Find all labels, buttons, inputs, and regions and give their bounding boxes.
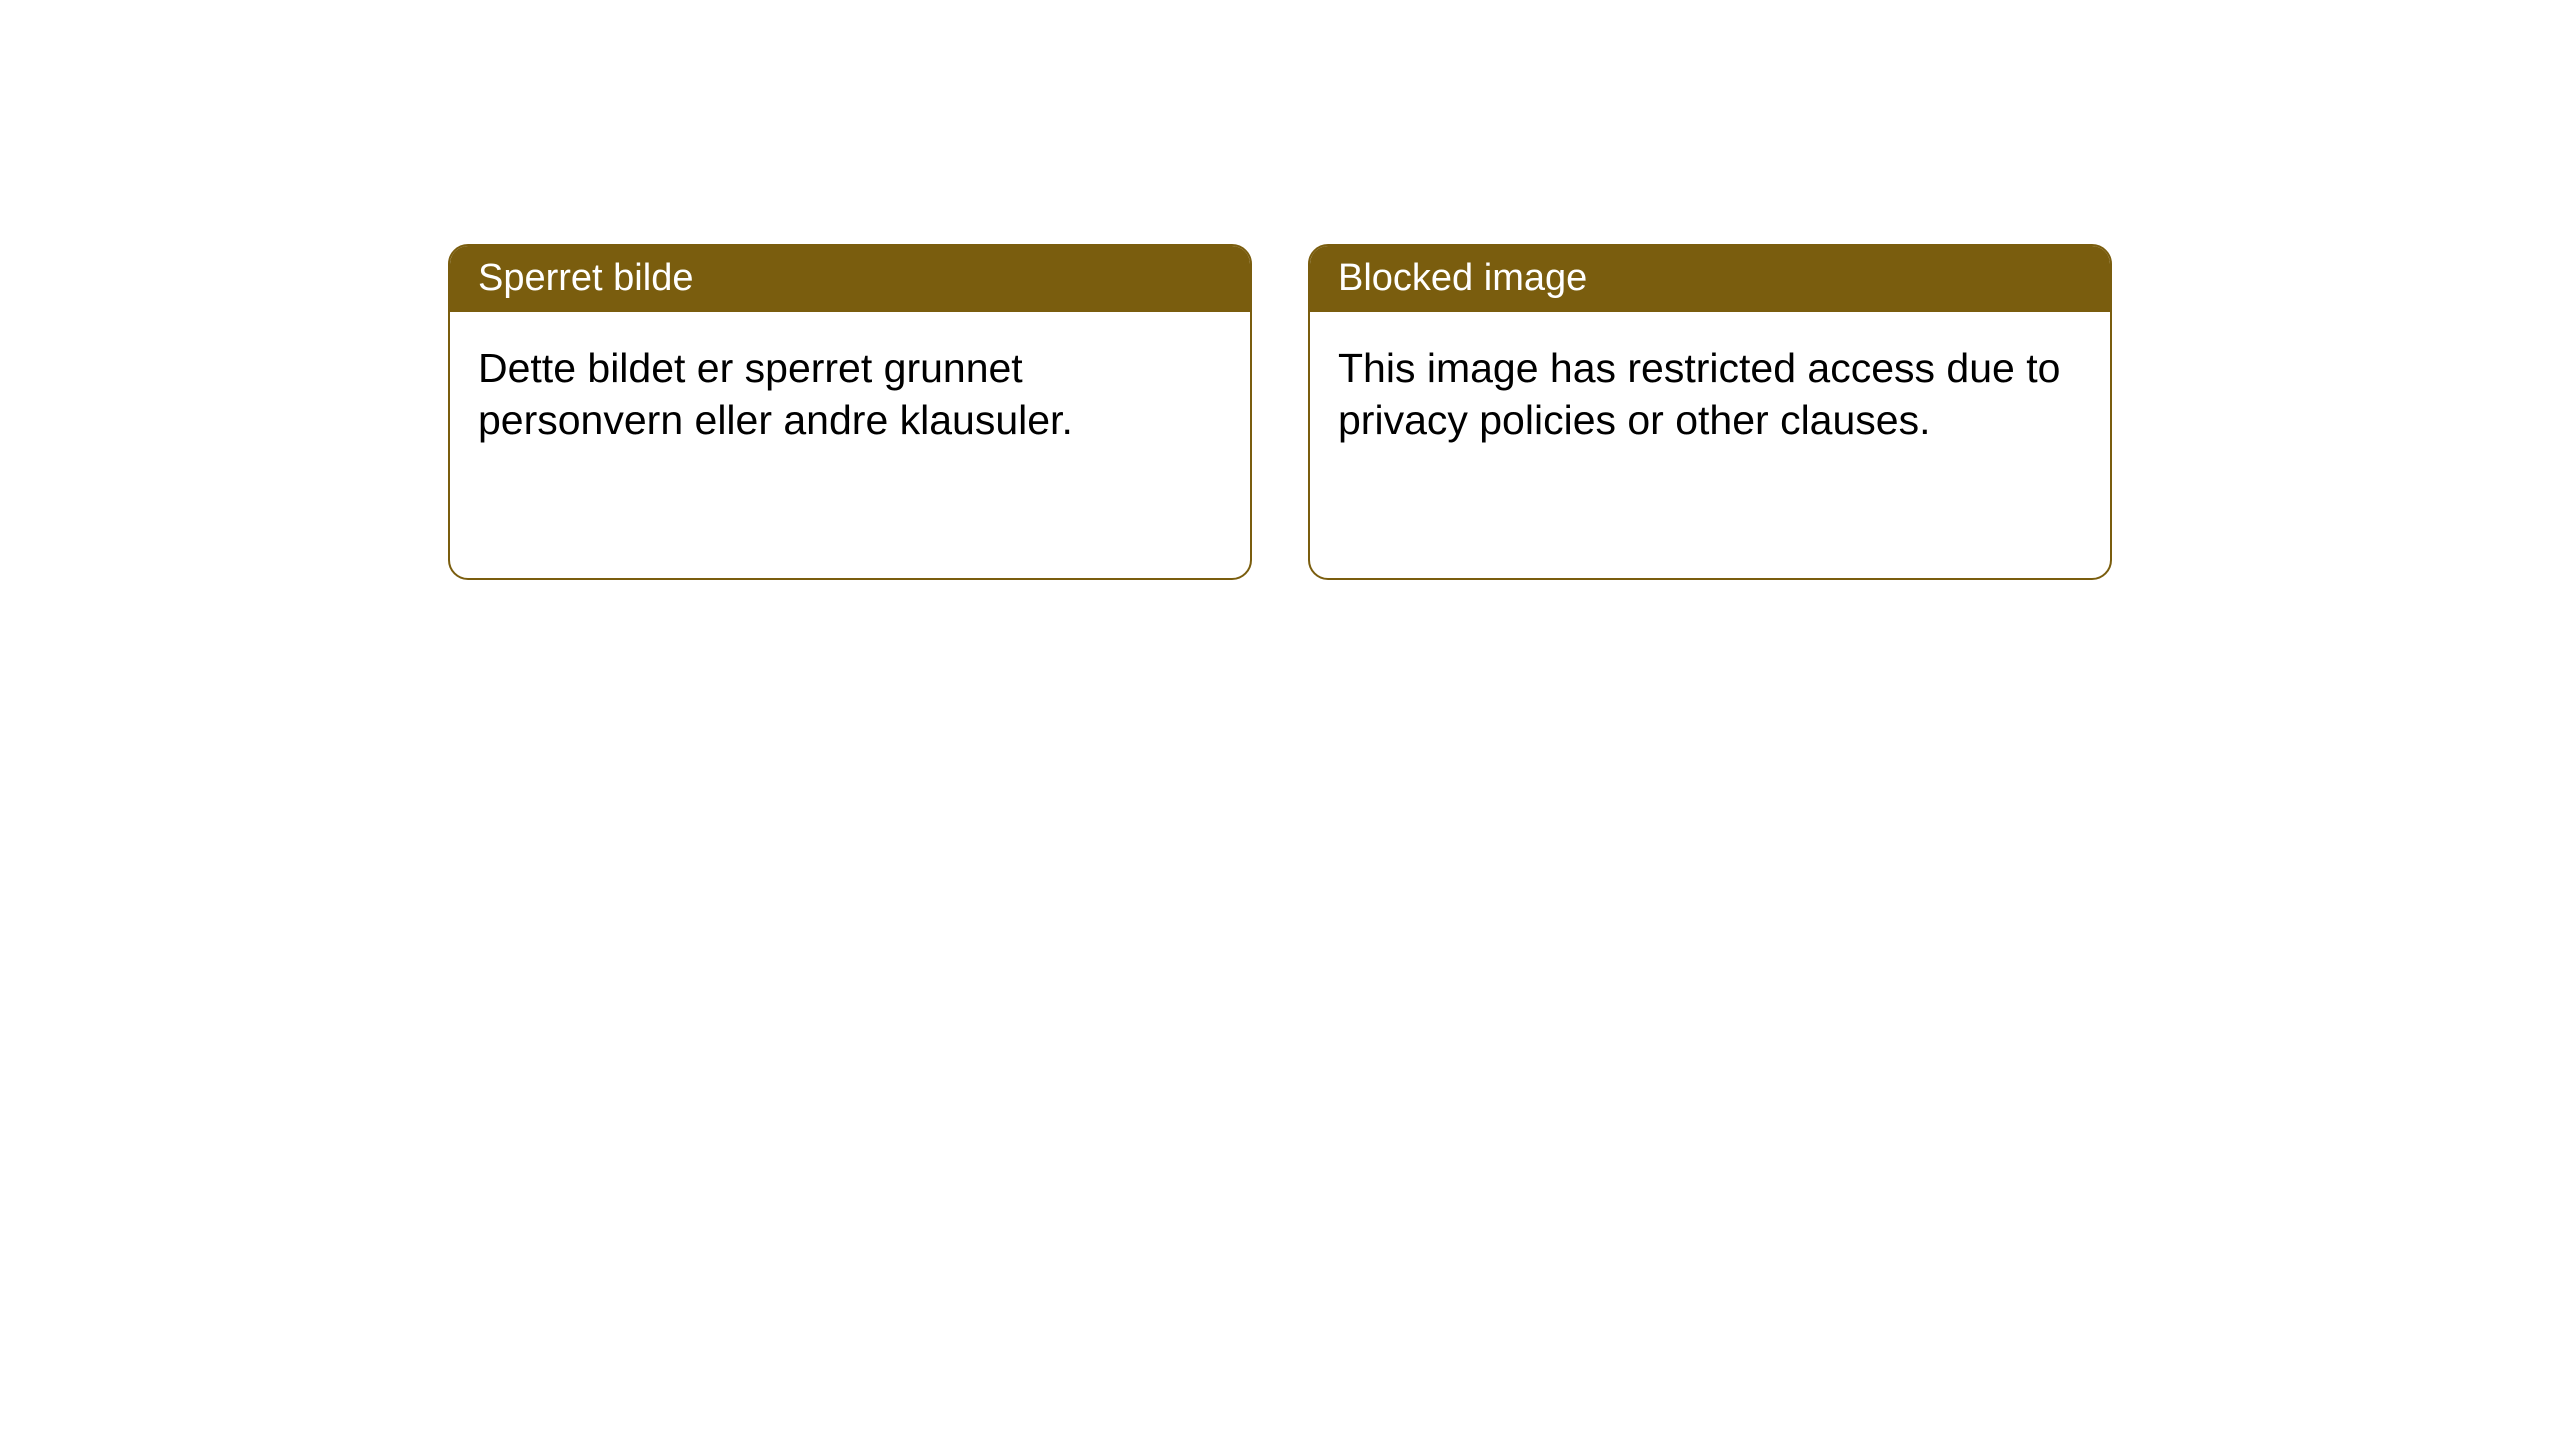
card-title-no: Sperret bilde [450, 246, 1250, 312]
card-title-en: Blocked image [1310, 246, 2110, 312]
card-body-no: Dette bildet er sperret grunnet personve… [450, 312, 1250, 477]
blocked-image-card-no: Sperret bilde Dette bildet er sperret gr… [448, 244, 1252, 580]
blocked-image-card-en: Blocked image This image has restricted … [1308, 244, 2112, 580]
notice-cards-container: Sperret bilde Dette bildet er sperret gr… [448, 244, 2112, 580]
card-body-en: This image has restricted access due to … [1310, 312, 2110, 477]
